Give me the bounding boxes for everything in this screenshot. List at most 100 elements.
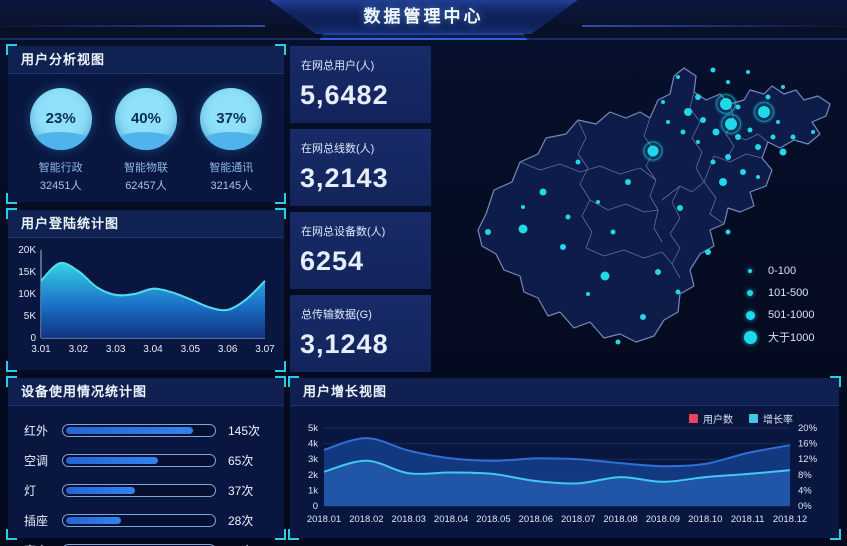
svg-text:2018.03: 2018.03: [392, 514, 426, 525]
panel-title: 用户登陆统计图: [8, 210, 284, 238]
svg-text:2k: 2k: [308, 470, 318, 481]
liquid-gauge: 23% 智能行政 32451人: [22, 88, 100, 193]
growth-chart-legend: 用户数 增长率: [689, 411, 793, 426]
device-label: 红外: [24, 424, 49, 438]
region-map[interactable]: [428, 42, 843, 376]
device-bar-fill: [66, 427, 194, 434]
panel-user-growth: 用户增长视图 用户数 增长率 0 0% 1k 4% 2k 8% 3k 12% 4k 16% 5k 20%…: [288, 376, 841, 540]
liquid-gauge-group: 23% 智能行政 32451人 40% 智能物联 62457人 37% 智能通讯 32145人: [8, 74, 284, 193]
corner-bracket: [288, 376, 299, 387]
svg-text:20%: 20%: [798, 423, 818, 434]
gauge-circle: 37%: [200, 88, 263, 150]
corner-bracket: [275, 529, 286, 540]
panel-user-analysis: 用户分析视图 23% 智能行政 32451人 40% 智能物联 62457人 37% 智能通讯…: [6, 44, 286, 204]
svg-text:0: 0: [30, 333, 36, 344]
svg-text:2018.11: 2018.11: [731, 514, 765, 525]
device-bar-fill: [66, 517, 122, 524]
legend-swatch: [689, 414, 698, 423]
liquid-gauge: 40% 智能物联 62457人: [107, 88, 185, 193]
device-value: 37次: [228, 484, 254, 498]
svg-text:3.04: 3.04: [143, 344, 163, 355]
svg-text:0: 0: [313, 501, 318, 512]
device-label: 插座: [24, 514, 49, 528]
svg-text:5k: 5k: [308, 423, 318, 434]
stat-card: 总传输数据(G) 3,1248: [290, 295, 431, 372]
stat-label: 总传输数据(G): [301, 309, 372, 321]
stat-label: 在网总用户(人): [301, 60, 375, 72]
legend-label: 增长率: [763, 415, 793, 426]
device-value: 28次: [228, 514, 254, 528]
legend-label: 用户数: [703, 415, 733, 426]
corner-bracket: [6, 208, 17, 219]
gauge-count: 32451人: [39, 180, 82, 192]
svg-text:2018.09: 2018.09: [646, 514, 680, 525]
gauge-percent: 23%: [45, 110, 76, 127]
svg-text:3.03: 3.03: [106, 344, 126, 355]
map-legend-label: 501-1000: [768, 309, 815, 321]
gauge-wave: [114, 131, 177, 150]
stat-value: 3,1248: [300, 329, 389, 359]
corner-bracket: [275, 361, 286, 372]
gauge-count: 62457人: [125, 180, 167, 192]
map-legend-dot: [745, 310, 755, 320]
stat-card: 在网总用户(人) 5,6482: [290, 46, 431, 123]
map-legend-item[interactable]: 大于1000: [742, 326, 815, 348]
stat-card: 在网总设备数(人) 6254: [290, 212, 431, 289]
stat-card-column: 在网总用户(人) 5,6482 在网总线数(人) 3,2143 在网总设备数(人) 625…: [290, 46, 431, 378]
corner-bracket: [275, 376, 286, 387]
legend-swatch: [749, 414, 758, 423]
stat-card: 在网总线数(人) 3,2143: [290, 129, 431, 206]
gauge-circle: 40%: [114, 88, 177, 150]
device-bar-track: [62, 454, 216, 467]
svg-text:2018.08: 2018.08: [603, 514, 637, 525]
device-label: 灯: [24, 484, 37, 498]
header-title-base: [319, 33, 528, 40]
header-decor-line-right: [582, 25, 847, 27]
corner-bracket: [6, 44, 17, 55]
header-decor-line-left: [0, 25, 265, 27]
header-title-plate: [269, 0, 578, 34]
svg-text:1k: 1k: [308, 485, 318, 496]
device-bar-fill: [66, 457, 158, 464]
svg-text:12%: 12%: [798, 454, 818, 465]
device-row: 灯 37次: [24, 482, 266, 499]
corner-bracket: [275, 208, 286, 219]
svg-text:2018.06: 2018.06: [519, 514, 553, 525]
gauge-label: 智能通讯: [209, 162, 254, 174]
svg-text:4%: 4%: [798, 485, 812, 496]
header: 数据管理中心: [0, 0, 847, 40]
svg-text:4k: 4k: [308, 439, 318, 450]
device-row: 空调 65次: [24, 452, 266, 469]
growth-dual-axis-chart[interactable]: 0 0% 1k 4% 2k 8% 3k 12% 4k 16% 5k 20% 2018.01 2018.02…: [294, 422, 835, 536]
device-value: 65次: [228, 454, 254, 468]
device-row: 插座 28次: [24, 512, 266, 529]
legend-item[interactable]: 用户数: [689, 411, 733, 426]
map-legend-label: 大于1000: [768, 332, 815, 344]
svg-text:3.05: 3.05: [181, 344, 201, 355]
gauge-label: 智能物联: [123, 162, 168, 174]
legend-item[interactable]: 增长率: [749, 411, 793, 426]
corner-bracket: [6, 193, 17, 204]
device-row: 窗帘 24次: [24, 542, 266, 546]
device-bar-fill: [66, 487, 135, 494]
svg-text:3k: 3k: [308, 454, 318, 465]
svg-text:2018.02: 2018.02: [349, 514, 383, 525]
corner-bracket: [830, 529, 841, 540]
panel-title: 用户分析视图: [8, 46, 284, 74]
gauge-wave: [29, 131, 92, 150]
corner-bracket: [6, 376, 17, 387]
stat-label: 在网总线数(人): [301, 143, 375, 155]
device-bar-track: [62, 424, 216, 437]
map-legend-item[interactable]: 101-500: [742, 282, 815, 304]
corner-bracket: [288, 529, 299, 540]
map-legend-dot-wrap: [742, 290, 758, 296]
svg-text:3.02: 3.02: [69, 344, 89, 355]
map-legend-item[interactable]: 0-100: [742, 260, 815, 282]
map-legend-item[interactable]: 501-1000: [742, 304, 815, 326]
gauge-percent: 37%: [216, 110, 247, 127]
login-area-chart[interactable]: 0 5K 10K 15K 20K 3.01 3.02 3.03 3.04 3.05 3.06 3.07: [15, 242, 277, 366]
svg-text:5K: 5K: [24, 311, 37, 322]
map-legend-label: 101-500: [768, 287, 809, 299]
